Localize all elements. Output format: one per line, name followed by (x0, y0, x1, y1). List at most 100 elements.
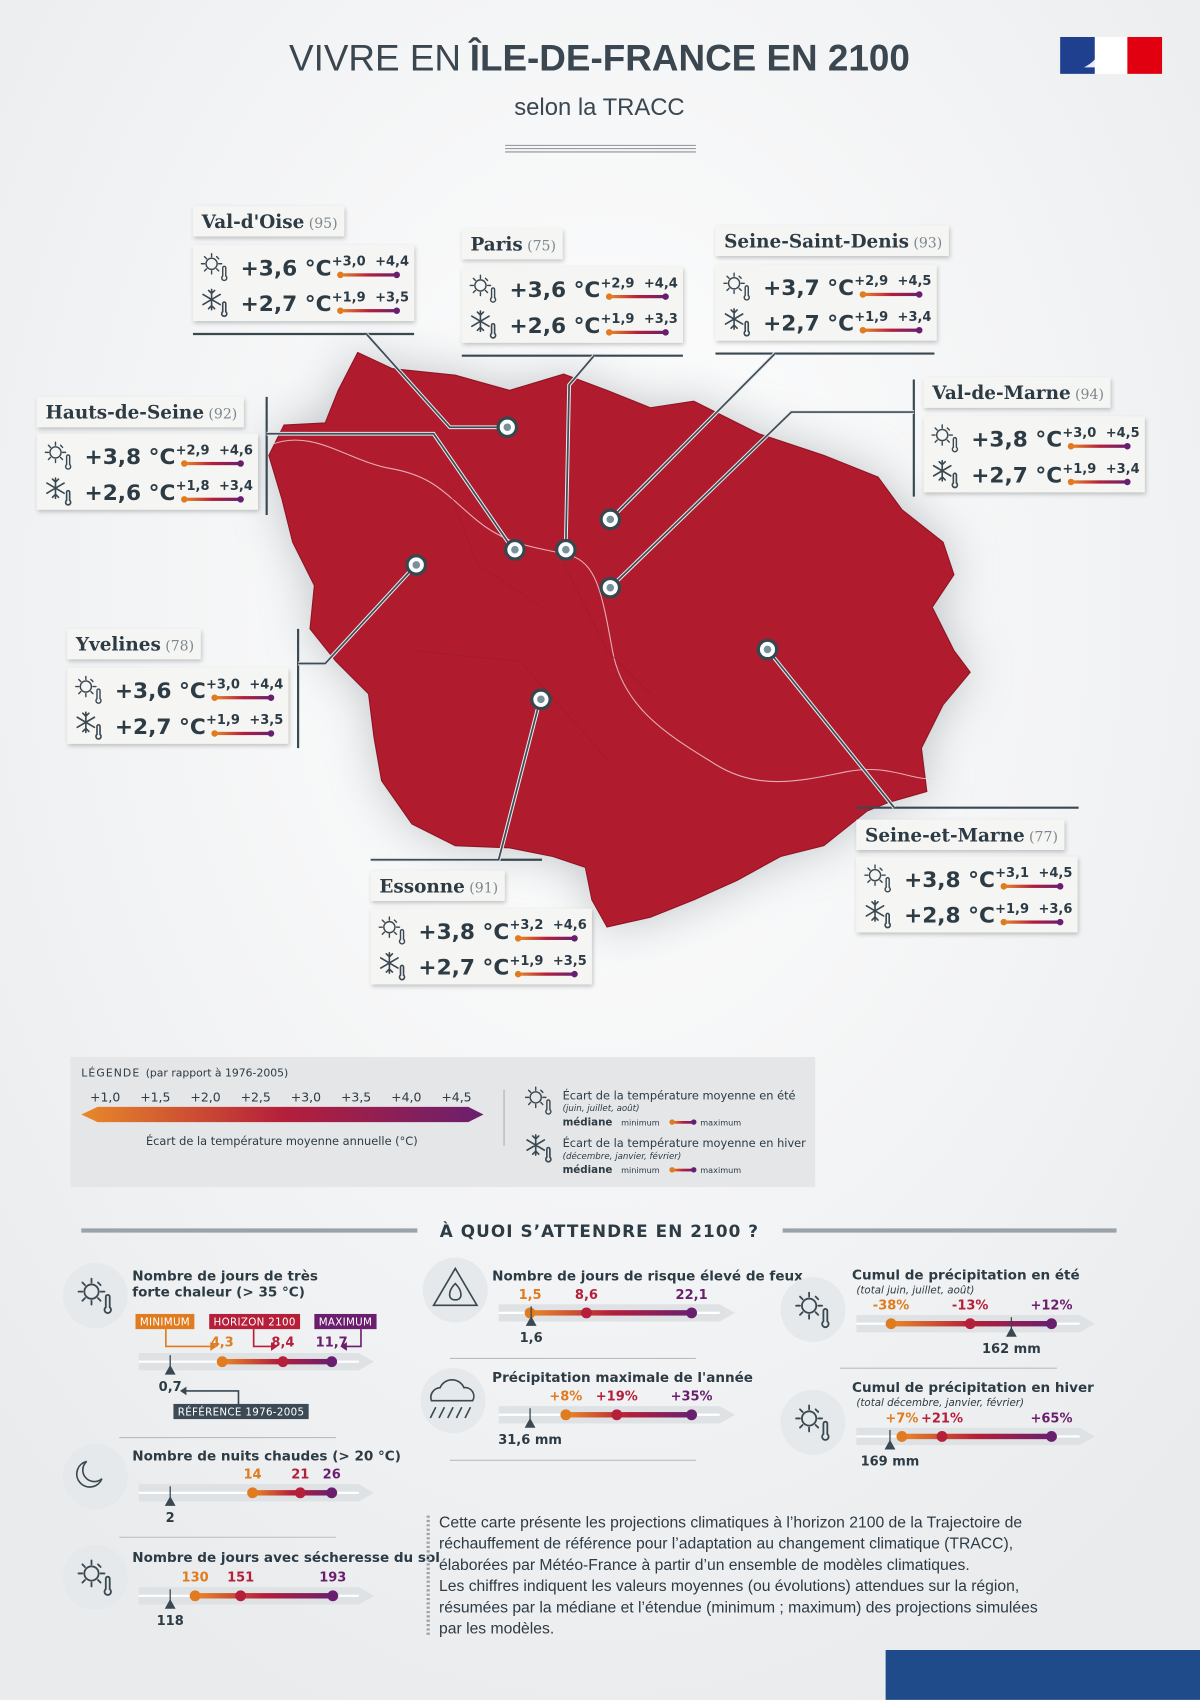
department-label: Seine-et-Marne (77) (865, 825, 1058, 846)
department-box (461, 266, 683, 343)
range-max-dot (915, 291, 923, 298)
indicator-min-dot (216, 1356, 228, 1368)
winter-min: +1,9 (995, 902, 1029, 917)
indicator-max: +12% (1030, 1299, 1072, 1314)
department-code: (75) (527, 239, 556, 255)
department-box (192, 245, 415, 322)
winter-max: +3,3 (644, 312, 678, 327)
footer-text: Cette carte présente les projections cli… (439, 1515, 1022, 1532)
indicator-title: Nombre de jours avec sécheresse du sol (132, 1550, 440, 1566)
range-min-dot (1000, 918, 1008, 926)
winter-min: +1,9 (332, 290, 366, 305)
summer-median: +3,6 °C (509, 278, 600, 303)
moon-icon (75, 1460, 103, 1488)
map-pin-center (511, 545, 519, 554)
legend-scale-label: +2,0 (190, 1089, 220, 1104)
legend-scale-label: +3,0 (291, 1089, 321, 1104)
indicator-max: +35% (671, 1390, 713, 1405)
section-title: À QUOI S’ATTENDRE EN 2100 ? (440, 1220, 759, 1241)
winter-max: +3,4 (898, 310, 932, 325)
legend-title: LÉGENDE (81, 1067, 140, 1080)
range-bar (1003, 920, 1061, 924)
department-name: Paris (470, 235, 522, 256)
indicator-min: +8% (549, 1390, 582, 1405)
department-name: Seine-Saint-Denis (724, 231, 909, 252)
range-max-dot (1124, 478, 1131, 486)
range-bar (862, 328, 920, 332)
map-pin-center (562, 545, 570, 554)
range-max-dot (662, 293, 669, 300)
indicator-max: +65% (1030, 1411, 1072, 1426)
range-min-dot (181, 460, 188, 467)
indicator-title: Précipitation maximale de l'année (492, 1370, 753, 1386)
legend-median: médiane (563, 1164, 613, 1176)
range-max-dot (393, 271, 400, 279)
winter-max: +3,4 (1106, 462, 1140, 477)
page-title: VIVRE EN ÎLE-DE-FRANCE EN 2100 (289, 37, 910, 79)
range-max-dot (662, 329, 669, 336)
reference-marker (525, 1316, 537, 1326)
indicator-title: Cumul de précipitation en hiver (852, 1380, 1094, 1396)
callout-connector (344, 1329, 362, 1348)
range-min-dot (337, 307, 344, 314)
range-bar (1003, 884, 1061, 888)
winter-min: +1,8 (176, 479, 210, 494)
indicator-median: 8,4 (271, 1335, 294, 1350)
range-min-dot (211, 730, 218, 737)
department-name: Val-d'Oise (201, 212, 305, 233)
summer-median: +3,6 °C (241, 256, 332, 281)
indicator-min-dot (885, 1318, 897, 1330)
summer-max: +4,4 (375, 255, 409, 270)
indicator-max-dot (1046, 1431, 1057, 1442)
winter-median: +2,7 °C (763, 312, 854, 337)
callout-arrowhead (340, 1342, 347, 1351)
indicator-icon-bg (780, 1389, 846, 1455)
indicator-range (195, 1593, 333, 1599)
range-min-dot (605, 329, 613, 336)
title-rule (505, 144, 696, 153)
legend-max-dot (691, 1167, 697, 1173)
summer-max: +4,5 (898, 274, 932, 289)
callout-reference: RÉFÉRENCE 1976-2005 (178, 1405, 305, 1418)
indicator-max-dot (686, 1409, 698, 1421)
department-box (370, 908, 592, 985)
footer-text: résumées par la médiane et l’étendue (mi… (439, 1599, 1038, 1616)
department-label-box (856, 819, 1065, 850)
range-bar (862, 292, 920, 297)
indicator-max: 11,7 (316, 1335, 348, 1350)
range-min-dot (859, 326, 867, 334)
legend-min-dot (669, 1119, 675, 1125)
legend-note: (par rapport à 1976-2005) (146, 1067, 289, 1080)
department-label: Essonne (91) (379, 876, 498, 897)
range-max-dot (571, 970, 578, 978)
indicator-range (252, 1490, 332, 1496)
indicator-min: 1,5 (519, 1288, 542, 1303)
summer-min: +3,0 (206, 677, 240, 692)
winter-median: +2,8 °C (904, 904, 995, 929)
map-pin-center (412, 561, 421, 569)
map-pin-center (763, 645, 772, 654)
winter-max: +3,6 (1038, 902, 1072, 917)
indicator-min-dot (189, 1590, 201, 1602)
footer-text: élaborées par Météo-France à partir d’un… (439, 1557, 970, 1574)
indicator-max-dot (327, 1590, 339, 1602)
department-code: (91) (469, 880, 498, 896)
legend-scale-label: +3,5 (341, 1089, 371, 1104)
summer-max: +4,6 (553, 918, 587, 933)
indicator-title: Nombre de nuits chaudes (> 20 °C) (132, 1448, 401, 1464)
callout-connector (184, 1390, 240, 1406)
callout-horizon: HORIZON 2100 (214, 1316, 296, 1328)
department-label-box (67, 628, 201, 660)
callout-minimum: MINIMUM (140, 1316, 190, 1328)
summer-min: +3,0 (1062, 426, 1096, 441)
indicator-title: Nombre de jours de très (132, 1268, 318, 1284)
legend-median: médiane (563, 1116, 613, 1128)
callout-connector (252, 1329, 274, 1348)
legend-max-dot (691, 1119, 697, 1125)
winter-max: +3,5 (553, 954, 587, 969)
legend-range-bar (672, 1121, 694, 1124)
legend-min: minimum (621, 1165, 660, 1175)
summer-min: +3,2 (509, 918, 543, 933)
summer-max: +4,6 (219, 443, 253, 458)
